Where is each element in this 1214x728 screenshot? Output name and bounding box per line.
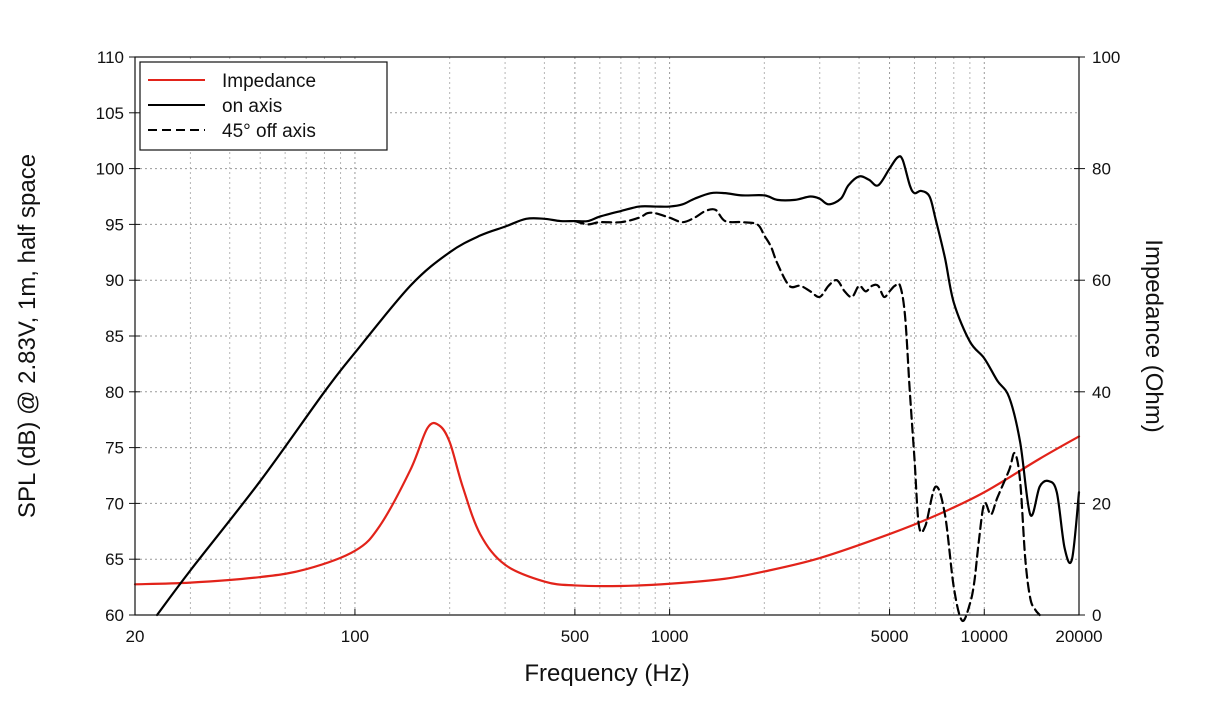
x-tick-label: 10000 (961, 627, 1008, 646)
y2-axis-title: Impedance (Ohm) (1140, 239, 1167, 432)
x-tick-label: 500 (561, 627, 589, 646)
y-tick-label: 65 (105, 550, 124, 569)
grid-lines (135, 57, 1079, 615)
y2-tick-label: 100 (1092, 48, 1120, 67)
y-tick-label: 105 (96, 104, 124, 123)
legend-label-impedance: Impedance (222, 71, 316, 92)
legend-label-off-axis: 45° off axis (222, 121, 316, 142)
axis-ticks: 20 100 500 1000 5000 10000 2000060657075808590… (96, 48, 1121, 646)
x-tick-label: 20 (126, 627, 145, 646)
x-tick-label: 5000 (871, 627, 909, 646)
legend-label-on-axis: on axis (222, 96, 282, 117)
y-tick-label: 60 (105, 606, 124, 625)
x-tick-label: 1000 (651, 627, 689, 646)
y2-tick-label: 20 (1092, 494, 1111, 513)
impedance-series (133, 421, 1081, 588)
y-tick-label: 80 (105, 383, 124, 402)
y-tick-label: 85 (105, 327, 124, 346)
y-tick-label: 95 (105, 215, 124, 234)
y2-tick-label: 80 (1092, 160, 1111, 179)
on-axis-curve (155, 155, 1081, 617)
legend: Impedance on axis 45° off axis (139, 61, 388, 151)
impedance-curve (133, 421, 1081, 588)
spl-series (155, 155, 1081, 623)
y2-tick-label: 0 (1092, 606, 1101, 625)
y2-tick-label: 60 (1092, 271, 1111, 290)
y-tick-label: 75 (105, 439, 124, 458)
y-tick-label: 110 (97, 48, 124, 67)
y-tick-label: 90 (105, 271, 124, 290)
x-tick-label: 100 (341, 627, 369, 646)
y2-tick-label: 40 (1092, 383, 1111, 402)
y-tick-label: 70 (105, 494, 124, 513)
y-tick-label: 100 (96, 160, 124, 179)
y-axis-title: SPL (dB) @ 2.83V, 1m, half space (14, 154, 41, 518)
off-axis-curve (573, 208, 1041, 623)
x-axis-title: Frequency (Hz) (524, 660, 689, 687)
x-tick-label: 20000 (1055, 627, 1102, 646)
